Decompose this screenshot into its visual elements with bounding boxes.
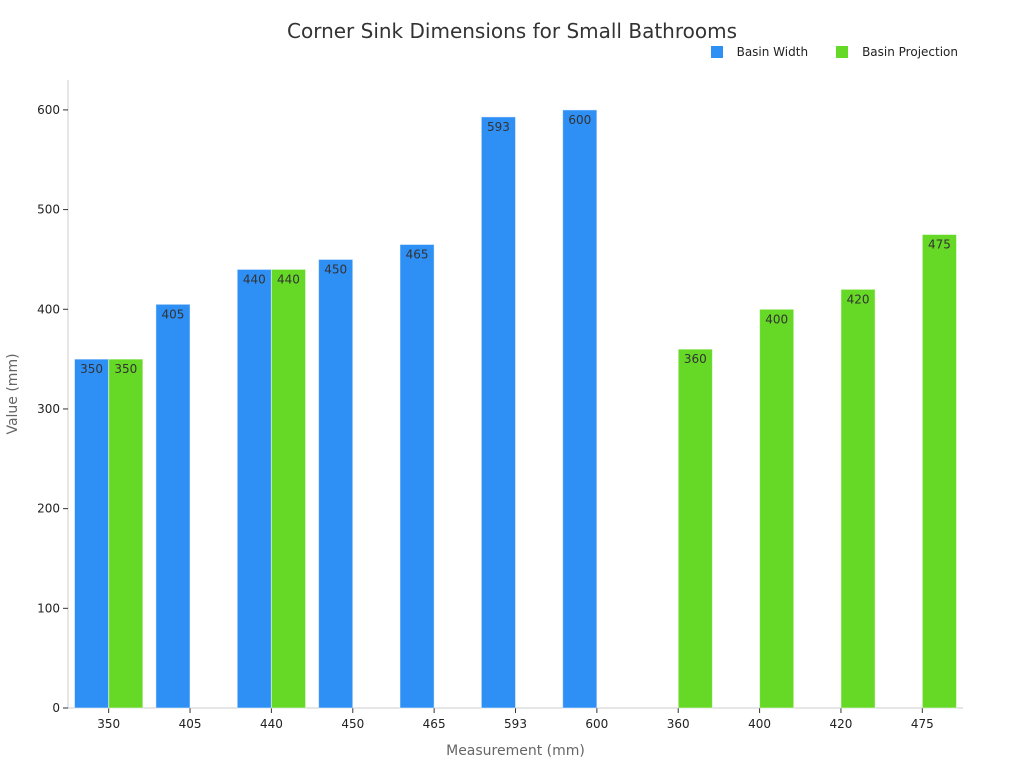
x-tick-label: 360 [667,717,690,731]
y-tick-label: 0 [52,701,60,715]
legend-swatch-basin-projection [836,46,849,58]
x-tick-label: 420 [830,717,853,731]
x-tick-label: 350 [97,717,120,731]
bars [74,109,957,709]
x-tick-label: 450 [341,717,364,731]
x-tick-label: 440 [260,717,283,731]
x-tick-label: 405 [179,717,202,731]
y-tick-label: 300 [37,402,60,416]
legend-label-basin-width: Basin Width [736,45,809,59]
data-label-basin-projection: 440 [277,272,300,286]
data-label-basin-projection: 400 [765,312,788,326]
bar-basin-width [318,258,354,709]
y-tick-label: 600 [37,103,60,117]
chart-legend: Basin Width Basin Projection [683,45,958,59]
data-label-basin-projection: 350 [114,362,137,376]
legend-item-basin-projection[interactable]: Basin Projection [836,45,958,59]
data-label-basin-width: 465 [406,247,429,261]
x-tick-label: 465 [423,717,446,731]
legend-item-basin-width[interactable]: Basin Width [710,45,809,59]
bar-basin-width [155,303,191,709]
bar-basin-projection [921,234,957,709]
data-label-basin-width: 440 [243,272,266,286]
y-tick-label: 200 [37,502,60,516]
x-tick-label: 475 [911,717,934,731]
data-label-basin-width: 593 [487,120,510,134]
data-label-basin-projection: 360 [684,352,707,366]
data-labels: 350 350 405 440 440 450 465 593 600 360 400 420 475 [80,113,951,376]
data-label-basin-width: 600 [568,113,591,127]
data-label-basin-width: 405 [162,307,185,321]
y-axis-title: Value (mm) [5,353,21,434]
y-tick-label: 100 [37,601,60,615]
bar-basin-projection [108,358,144,709]
y-axis: 0 100 200 300 400 500 600 [37,80,69,715]
legend-swatch-basin-width [710,46,723,58]
data-label-basin-width: 350 [80,362,103,376]
y-tick-label: 500 [37,203,60,217]
bar-basin-projection [677,348,713,709]
bar-basin-width [399,243,435,709]
bar-basin-projection [270,268,307,709]
data-label-basin-projection: 420 [847,292,870,306]
x-axis: 350 405 440 450 465 593 600 360 400 420 475 [68,707,963,731]
x-tick-label: 593 [504,717,527,731]
bar-basin-width [562,109,598,709]
bar-basin-width [74,358,110,709]
y-tick-label: 400 [37,302,60,316]
legend-label-basin-projection: Basin Projection [862,45,958,59]
x-tick-label: 400 [748,717,771,731]
bar-basin-width [236,268,272,709]
bar-basin-width [480,116,516,709]
x-tick-label: 600 [585,717,608,731]
x-axis-title: Measurement (mm) [446,743,585,759]
bar-basin-projection [759,308,795,709]
data-label-basin-width: 450 [324,262,347,276]
data-label-basin-projection: 475 [928,238,951,252]
bar-basin-projection [840,288,876,709]
chart-title: Corner Sink Dimensions for Small Bathroo… [287,19,737,43]
